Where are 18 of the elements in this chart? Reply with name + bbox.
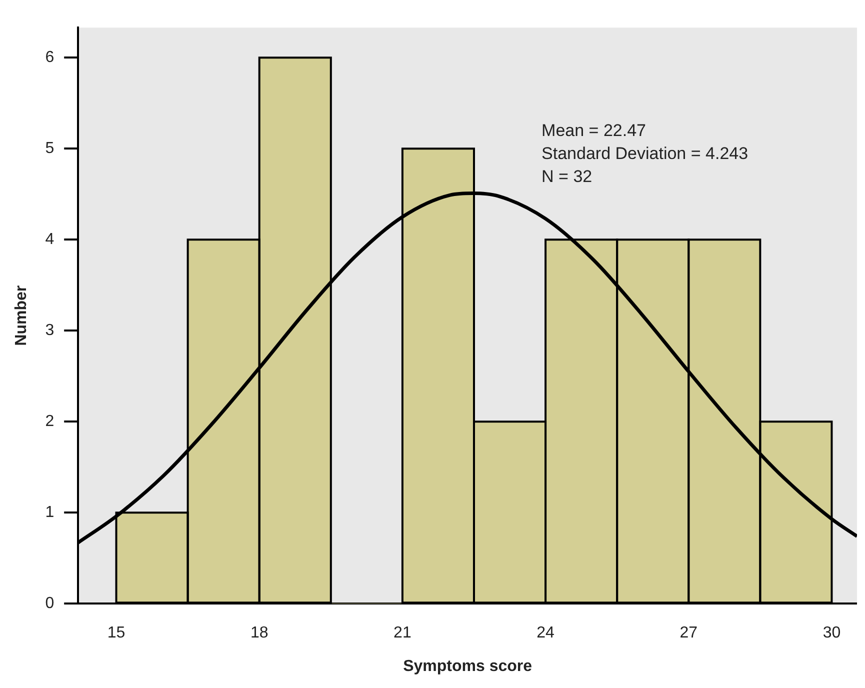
x-tick-label: 27: [680, 624, 698, 642]
x-tick-label: 21: [394, 624, 412, 642]
annotation: Mean = 22.47: [542, 120, 646, 140]
y-tick-label: 1: [45, 504, 54, 522]
y-tick-label: 6: [45, 49, 54, 66]
y-tick-label: 5: [45, 140, 54, 158]
y-tick-label: 2: [45, 413, 54, 430]
annotation: Standard Deviation = 4.243: [542, 144, 748, 163]
annotation: N = 32: [542, 166, 592, 186]
x-axis-title: Symptoms score: [403, 658, 532, 675]
x-tick-label: 30: [822, 624, 841, 642]
y-tick-label: 4: [45, 231, 54, 248]
x-tick-label: 24: [536, 624, 555, 642]
x-tick-label: 18: [250, 624, 268, 642]
y-tick-label: 0: [45, 595, 54, 612]
x-tick-label: 15: [107, 624, 126, 642]
y-tick-label: 3: [45, 322, 54, 340]
y-axis-title: Number: [13, 285, 30, 346]
